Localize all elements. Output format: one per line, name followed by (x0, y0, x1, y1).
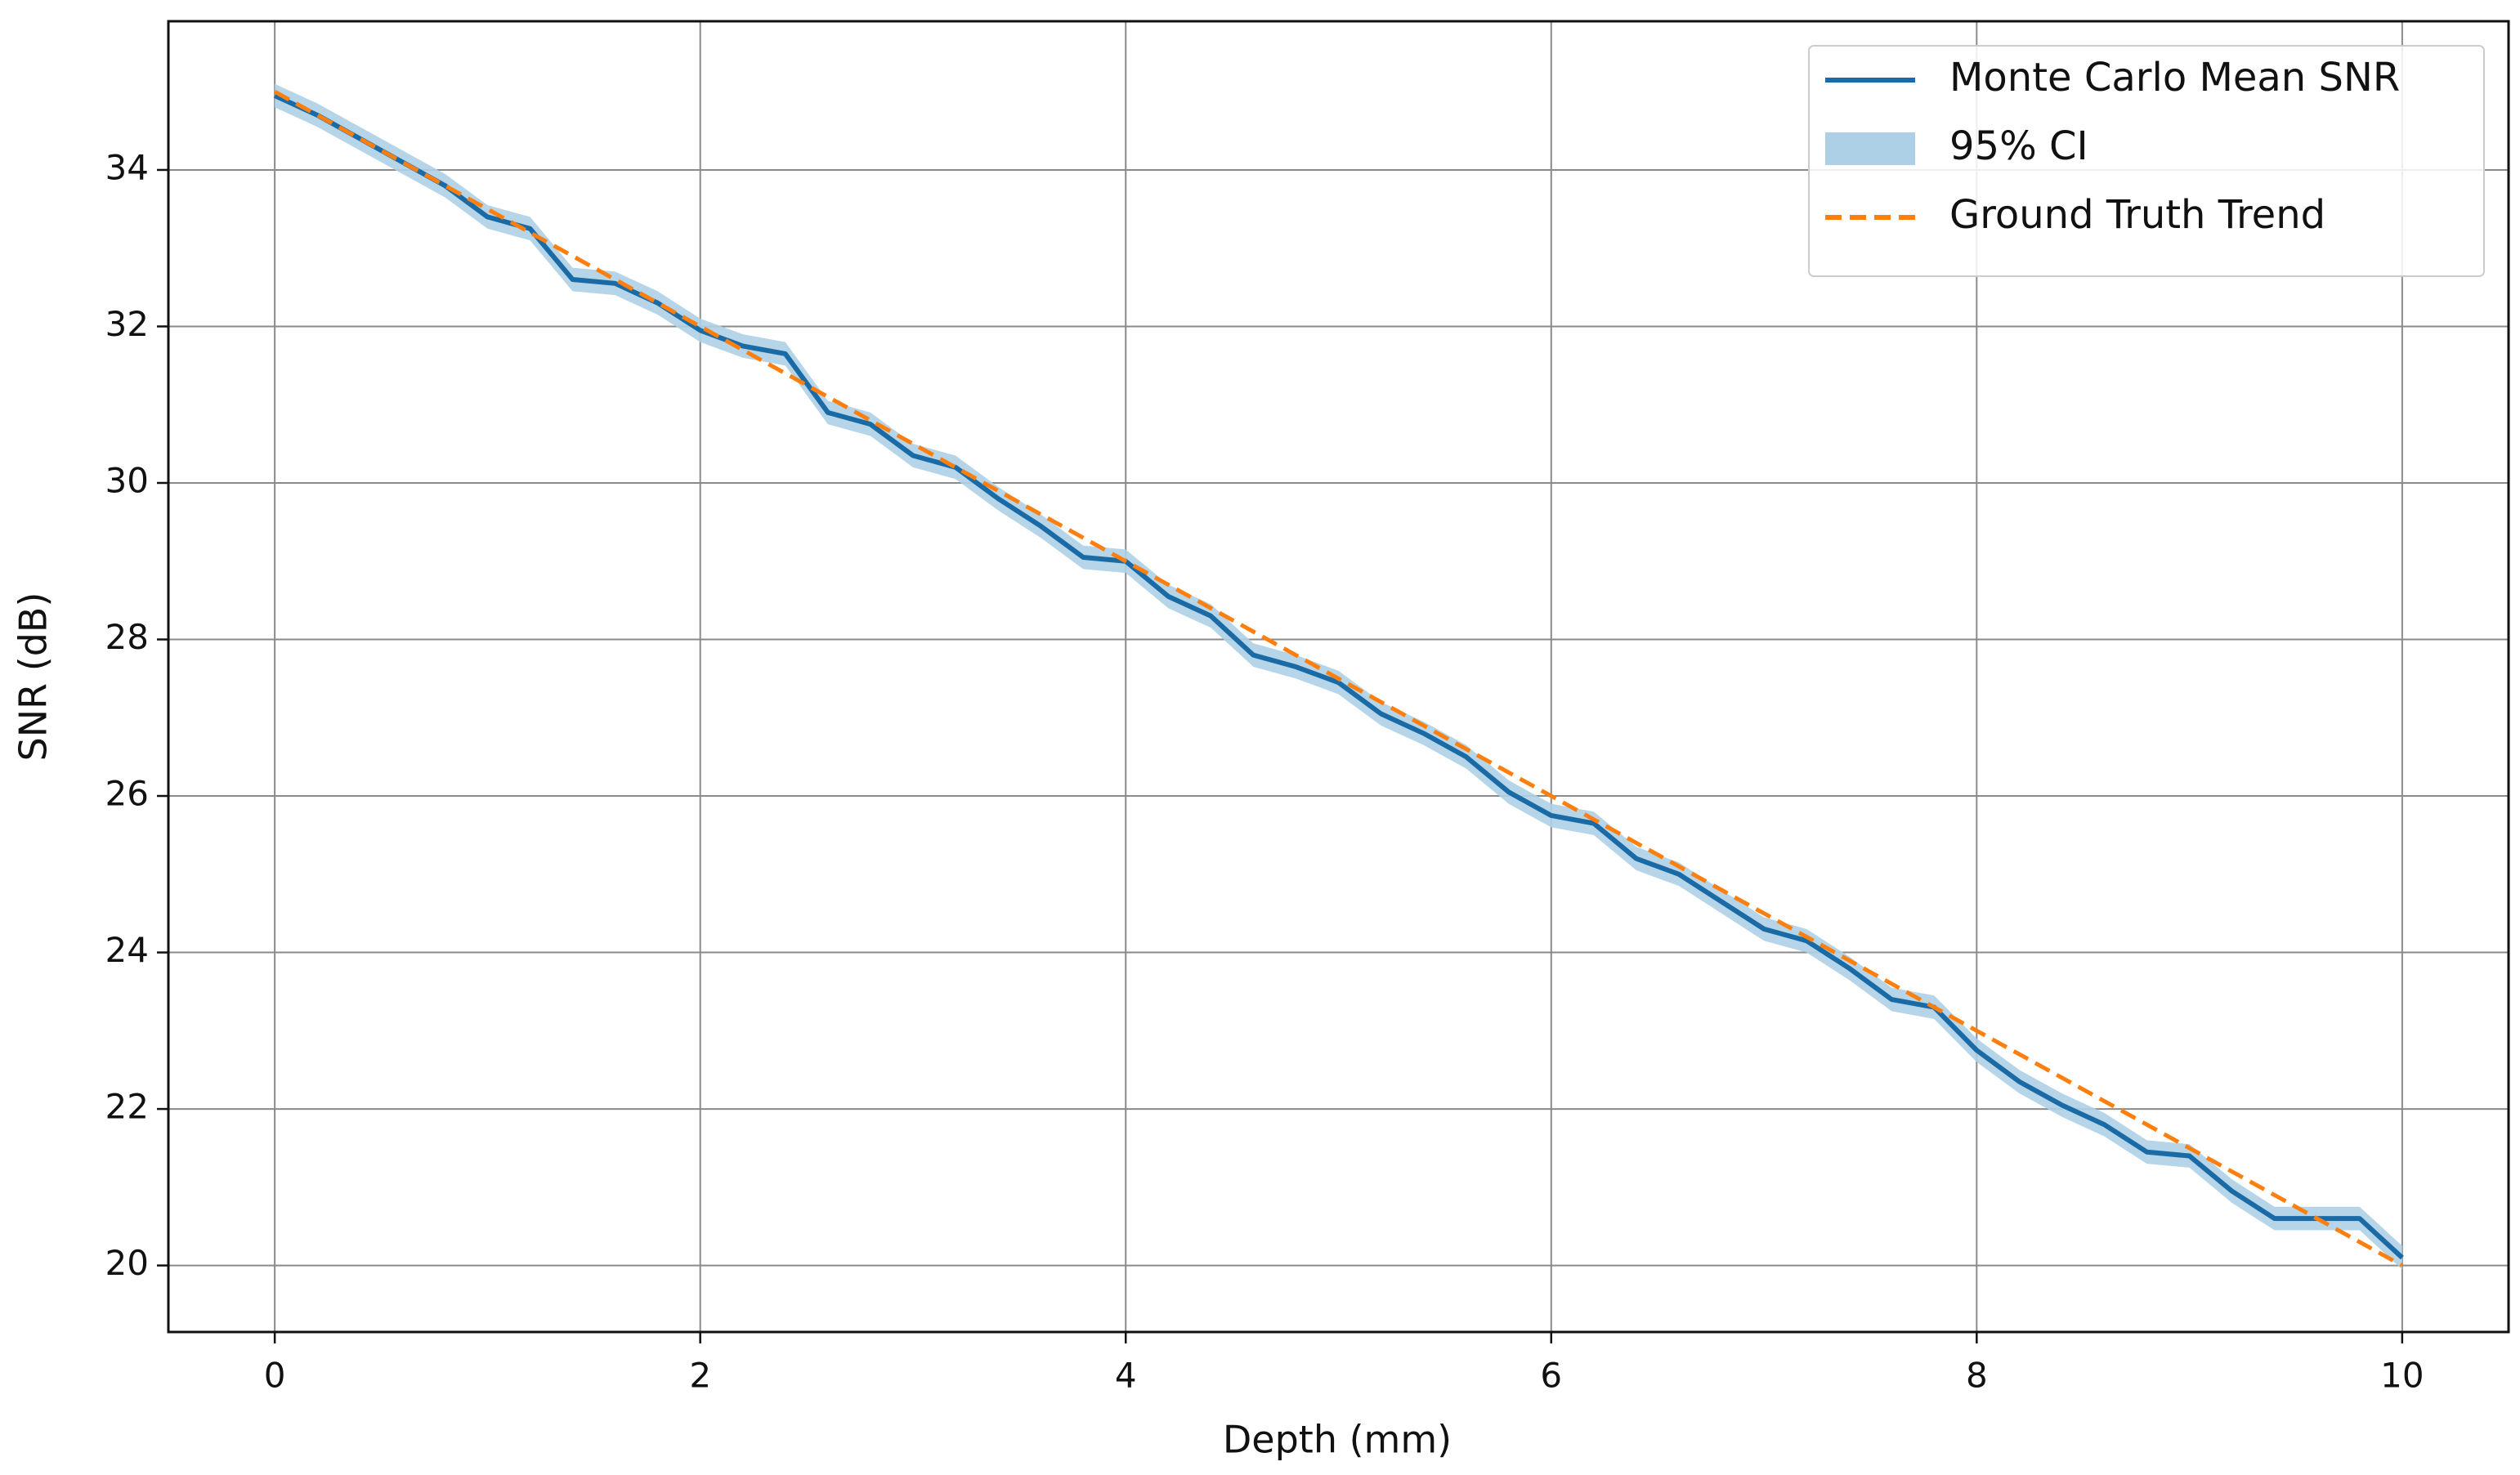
y-tick-label: 30 (105, 460, 149, 500)
y-tick-label: 34 (105, 147, 149, 187)
x-tick-label: 6 (1540, 1356, 1562, 1396)
x-tick-label: 2 (689, 1356, 711, 1396)
mean-line (273, 93, 2404, 1260)
y-tick-label: 32 (105, 304, 149, 344)
y-tick-label: 28 (105, 617, 149, 657)
legend-label: Ground Truth Trend (1949, 192, 2325, 238)
x-tick-label: 4 (1115, 1356, 1137, 1396)
x-tick-label: 10 (2380, 1356, 2424, 1396)
y-axis-label: SNR (dB) (11, 592, 56, 762)
y-tick-label: 22 (105, 1087, 149, 1127)
plot-frame (167, 20, 2510, 1334)
y-tick-label: 24 (105, 930, 149, 970)
trend-line (273, 89, 2404, 1267)
y-tick-label: 26 (105, 774, 149, 814)
legend-box (1808, 45, 2485, 277)
legend-swatch (1825, 132, 1915, 165)
y-tick-label: 20 (105, 1243, 149, 1283)
legend-label: 95% CI (1949, 123, 2088, 169)
x-tick-label: 8 (1966, 1356, 1988, 1396)
legend-label: Monte Carlo Mean SNR (1949, 55, 2400, 101)
x-axis-label: Depth (mm) (1223, 1418, 1452, 1462)
x-tick-label: 0 (264, 1356, 286, 1396)
